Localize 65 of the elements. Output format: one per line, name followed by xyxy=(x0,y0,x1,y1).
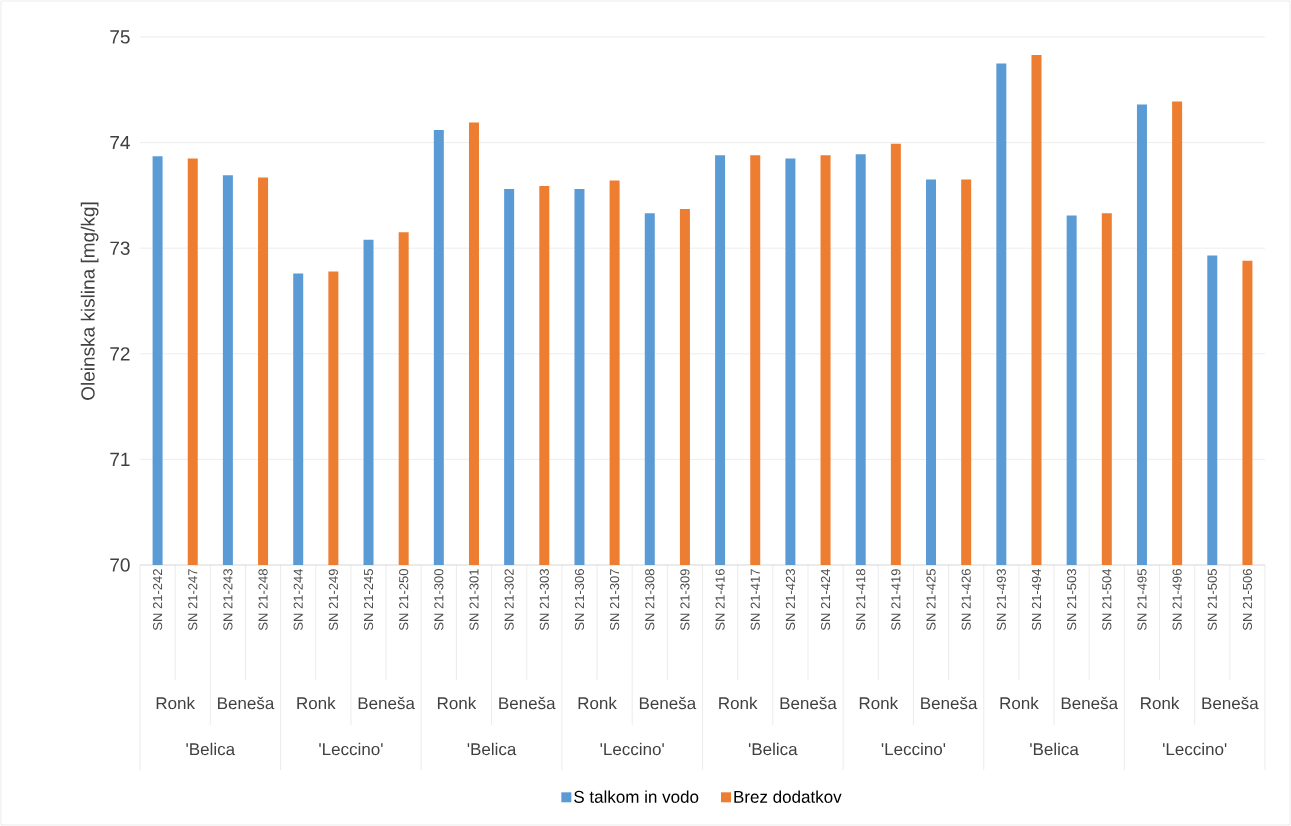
x-tick-label: SN 21-306 xyxy=(574,569,585,631)
text: Ronk xyxy=(578,696,617,710)
x-tick-label: SN 21-418 xyxy=(856,569,866,631)
x-tick-label: SN 21-242 xyxy=(152,569,163,631)
y-axis-title: Oleinska kislina [mg/kg] xyxy=(80,202,99,400)
x-tick-label: SN 21-419 xyxy=(891,569,901,631)
x-tick-label: SN 21-496 xyxy=(1172,569,1182,631)
x-tick-label: SN 21-245 xyxy=(363,569,374,631)
text: Beneša xyxy=(218,696,275,710)
x-tick-label: SN 21-505 xyxy=(1207,569,1217,631)
text: Beneša xyxy=(1061,696,1119,710)
x-tick-label: SN 21-504 xyxy=(1102,568,1112,631)
x-tick-label: SN 21-309 xyxy=(680,569,690,631)
text: Ronk xyxy=(437,696,477,710)
x-tick-label: SN 21-416 xyxy=(715,569,725,631)
y-tick-label: 73 xyxy=(110,241,130,255)
x-tick-label: SN 21-301 xyxy=(469,569,479,631)
x-tick-label: SN 21-248 xyxy=(258,569,268,631)
x-tick-label: SN 21-417 xyxy=(750,569,760,631)
text: 'Belica xyxy=(186,742,236,756)
text: Beneša xyxy=(639,696,697,710)
x-tick-label: SN 21-425 xyxy=(926,569,936,631)
x-tick-label: SN 21-249 xyxy=(328,569,338,631)
text: Beneša xyxy=(499,696,556,710)
text: 'Belica xyxy=(1030,742,1079,756)
y-tick-label: 70 xyxy=(110,558,130,572)
x-tick-label: SN 21-243 xyxy=(223,569,233,631)
text: Ronk xyxy=(719,696,758,710)
x-tick-label: SN 21-244 xyxy=(293,568,303,631)
y-tick-label: 72 xyxy=(110,347,130,361)
x-tick-label: SN 21-247 xyxy=(188,569,198,631)
x-tick-label: SN 21-424 xyxy=(820,568,831,631)
legend-label: Brez dodatkov xyxy=(734,790,842,803)
text: Ronk xyxy=(297,696,336,710)
text: Beneša xyxy=(780,696,837,710)
x-tick-label: SN 21-302 xyxy=(504,569,514,631)
text: 'Leccino' xyxy=(319,742,383,756)
x-tick-label: SN 21-307 xyxy=(610,569,620,631)
text: Beneša xyxy=(921,696,978,710)
x-tick-label: SN 21-493 xyxy=(996,569,1006,631)
text: Beneša xyxy=(358,696,415,710)
x-tick-label: SN 21-423 xyxy=(785,569,795,631)
text: 'Leccino' xyxy=(1163,742,1227,756)
y-tick-label: 75 xyxy=(110,30,130,44)
x-tick-label: SN 21-495 xyxy=(1137,569,1147,631)
text: Beneša xyxy=(1202,696,1259,710)
text: 'Leccino' xyxy=(881,742,946,756)
x-tick-label: SN 21-503 xyxy=(1067,569,1077,631)
text: Ronk xyxy=(859,696,899,710)
x-tick-label: SN 21-308 xyxy=(645,569,655,631)
x-tick-label: SN 21-494 xyxy=(1031,568,1042,631)
text: Ronk xyxy=(1141,696,1180,710)
legend-label: S talkom in vodo xyxy=(574,790,699,803)
x-tick-label: SN 21-506 xyxy=(1242,569,1253,631)
text: Ronk xyxy=(156,696,196,710)
text: 'Belica xyxy=(748,742,798,756)
x-tick-label: SN 21-303 xyxy=(539,569,549,631)
y-tick-label: 74 xyxy=(110,136,130,150)
x-tick-label: SN 21-426 xyxy=(961,569,971,631)
x-tick-label: SN 21-250 xyxy=(399,569,409,631)
x-tick-label: SN 21-300 xyxy=(434,569,444,631)
y-tick-label: 71 xyxy=(110,452,130,466)
text: 'Leccino' xyxy=(600,742,664,756)
text: 'Belica xyxy=(467,742,517,756)
text: Ronk xyxy=(1000,696,1039,710)
